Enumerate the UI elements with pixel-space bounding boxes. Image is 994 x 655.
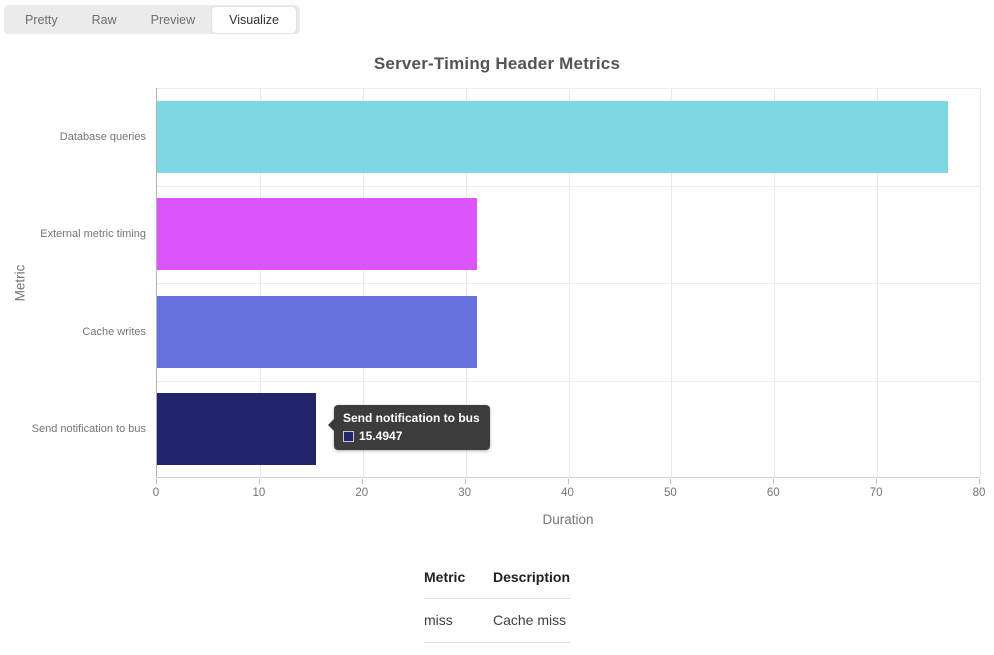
horizontal-gridline bbox=[157, 380, 980, 382]
horizontal-gridline bbox=[157, 185, 980, 187]
x-axis-tick bbox=[567, 479, 569, 484]
bar-cache-writes[interactable] bbox=[157, 295, 477, 368]
x-axis-tick-label: 70 bbox=[869, 487, 883, 499]
table-cell-metric: miss bbox=[424, 598, 493, 643]
x-axis-tick bbox=[670, 479, 672, 484]
y-axis-category-labels: Database queries External metric timing Ca… bbox=[0, 88, 146, 478]
vertical-gridline bbox=[465, 88, 467, 477]
vertical-gridline bbox=[568, 88, 570, 477]
tooltip-arrow-icon bbox=[328, 419, 334, 431]
y-axis-category-label: Database queries bbox=[59, 130, 146, 143]
vertical-gridline bbox=[774, 88, 776, 477]
x-axis-tick-label: 20 bbox=[355, 487, 369, 499]
x-axis-tick bbox=[876, 479, 878, 484]
x-axis-tick bbox=[361, 479, 363, 484]
vertical-gridline bbox=[877, 88, 879, 477]
metrics-description-table: Metric Description miss Cache miss bbox=[424, 561, 571, 643]
vertical-gridline bbox=[259, 88, 261, 477]
horizontal-gridline bbox=[157, 88, 980, 89]
tab-visualize[interactable]: Visualize bbox=[212, 6, 296, 33]
chart-tooltip: Send notification to bus 15.4947 bbox=[328, 405, 490, 450]
table-header-row: Metric Description bbox=[424, 561, 571, 599]
tooltip-box: Send notification to bus 15.4947 bbox=[334, 405, 490, 450]
tooltip-series-name: Send notification to bus bbox=[343, 411, 480, 425]
x-axis-tick-label: 0 bbox=[152, 487, 160, 499]
x-axis-tick-label: 50 bbox=[663, 487, 677, 499]
y-axis-category-label: Send notification to bus bbox=[31, 423, 146, 436]
x-axis-tick-label: 60 bbox=[766, 487, 780, 499]
vertical-gridline bbox=[671, 88, 673, 477]
x-axis: 0 10 20 30 40 50 60 70 80 bbox=[153, 479, 985, 509]
tab-pretty[interactable]: Pretty bbox=[25, 12, 58, 27]
tooltip-color-swatch bbox=[343, 430, 354, 442]
x-axis-tick bbox=[464, 479, 466, 484]
x-axis-title: Duration bbox=[542, 512, 594, 527]
x-axis-tick bbox=[979, 479, 980, 484]
tab-raw[interactable]: Raw bbox=[91, 12, 117, 27]
table-row: miss Cache miss bbox=[424, 598, 571, 643]
x-axis-tick-label: 30 bbox=[458, 487, 472, 499]
x-axis-tick-label: 80 bbox=[972, 487, 986, 499]
bar-send-notification-to-bus[interactable] bbox=[157, 393, 317, 466]
x-axis-tick bbox=[773, 479, 775, 484]
x-axis-tick-label: 10 bbox=[252, 487, 266, 499]
bar-external-metric-timing[interactable] bbox=[157, 198, 477, 271]
x-axis-tick-label: 40 bbox=[561, 487, 574, 499]
table-header-description: Description bbox=[493, 561, 571, 599]
horizontal-gridline bbox=[157, 283, 980, 284]
vertical-gridline bbox=[362, 88, 364, 477]
response-view-tabbar: Pretty Raw Preview Visualize bbox=[4, 5, 300, 34]
vertical-gridline bbox=[980, 88, 981, 477]
table-cell-description: Cache miss bbox=[493, 598, 571, 643]
chart-title: Server-Timing Header Metrics bbox=[373, 54, 621, 73]
plot-area bbox=[156, 88, 981, 478]
x-axis-tick bbox=[156, 479, 157, 484]
bar-database-queries[interactable] bbox=[157, 100, 949, 173]
table-header-metric: Metric bbox=[424, 561, 493, 599]
x-axis-tick bbox=[258, 479, 260, 484]
y-axis-category-label: Cache writes bbox=[82, 325, 146, 338]
tab-preview[interactable]: Preview bbox=[150, 12, 196, 27]
y-axis-category-label: External metric timing bbox=[40, 228, 146, 241]
tooltip-value: 15.4947 bbox=[359, 429, 403, 443]
